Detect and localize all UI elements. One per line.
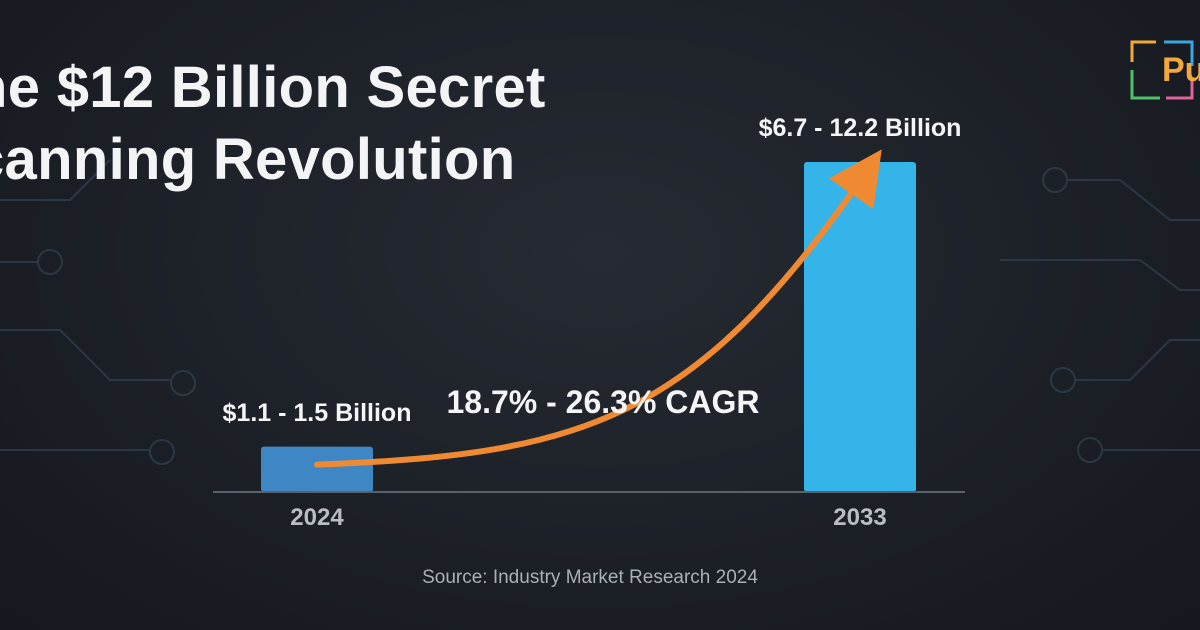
brand-logo-icon	[1130, 40, 1194, 100]
circuit-trace	[1000, 259, 1200, 291]
logo-text: Pu	[1162, 51, 1200, 89]
source-caption: Source: Industry Market Research 2024	[422, 567, 758, 588]
bar-value-label-2024: $1.1 - 1.5 Billion	[222, 398, 412, 427]
circuit-trace	[1076, 339, 1200, 381]
circuit-trace	[0, 159, 111, 201]
growth-arrow	[314, 149, 882, 468]
x-tick-label-2033: 2033	[833, 504, 887, 531]
title-line-1: he $12 Billion Secret	[0, 55, 546, 120]
circuit-trace	[0, 329, 170, 381]
circuit-node	[1077, 437, 1103, 463]
bar-value-label-2033: $6.7 - 12.2 Billion	[758, 114, 962, 142]
title-line-2: canning Revolution	[0, 127, 516, 192]
bar-2033	[804, 162, 916, 492]
x-tick-label-2024: 2024	[290, 504, 344, 531]
circuit-node	[170, 370, 196, 396]
circuit-trace	[1068, 179, 1200, 221]
circuit-node	[1050, 367, 1076, 393]
page-title: he $12 Billion Secret canning Revolution	[0, 52, 546, 196]
bar-2024	[261, 446, 373, 492]
cagr-annotation: 18.7% - 26.3% CAGR	[446, 384, 760, 420]
circuit-node	[149, 439, 175, 465]
circuit-node	[1042, 167, 1068, 193]
